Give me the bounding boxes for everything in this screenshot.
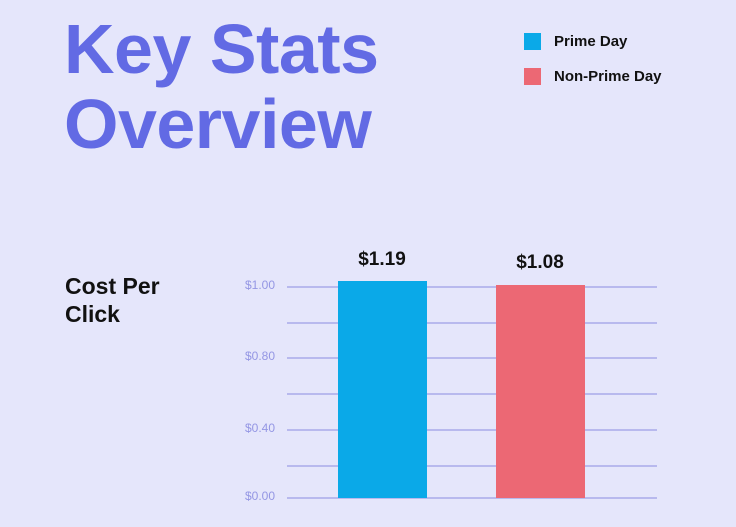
page-title: Key Stats Overview (64, 12, 379, 162)
y-tick-label: $0.00 (244, 489, 275, 503)
gridline (287, 393, 657, 395)
y-tick-label: $1.00 (244, 278, 275, 292)
gridline (287, 497, 657, 499)
bar-non-prime-day (496, 285, 585, 498)
title-line-2: Overview (64, 85, 372, 163)
gridline (287, 429, 657, 431)
metric-label: Cost Per Click (65, 272, 160, 328)
legend-item-non-prime-day: Non-Prime Day (524, 68, 662, 85)
metric-label-line-2: Click (65, 301, 120, 327)
title-line-1: Key Stats (64, 10, 379, 88)
gridline (287, 465, 657, 467)
metric-label-line-1: Cost Per (65, 273, 160, 299)
y-tick-label: $0.40 (244, 421, 275, 435)
legend-swatch-non-prime-day (524, 68, 541, 85)
legend-item-prime-day: Prime Day (524, 33, 627, 50)
gridline (287, 286, 657, 288)
legend-label: Prime Day (554, 33, 628, 50)
gridline (287, 322, 657, 324)
bar-prime-day (338, 281, 427, 498)
gridline (287, 357, 657, 359)
y-tick-label: $0.80 (244, 349, 275, 363)
bar-value-label-prime-day: $1.19 (358, 249, 406, 270)
legend-swatch-prime-day (524, 33, 541, 50)
legend-label: Non-Prime Day (554, 68, 662, 85)
bar-value-label-non-prime-day: $1.08 (516, 252, 564, 273)
